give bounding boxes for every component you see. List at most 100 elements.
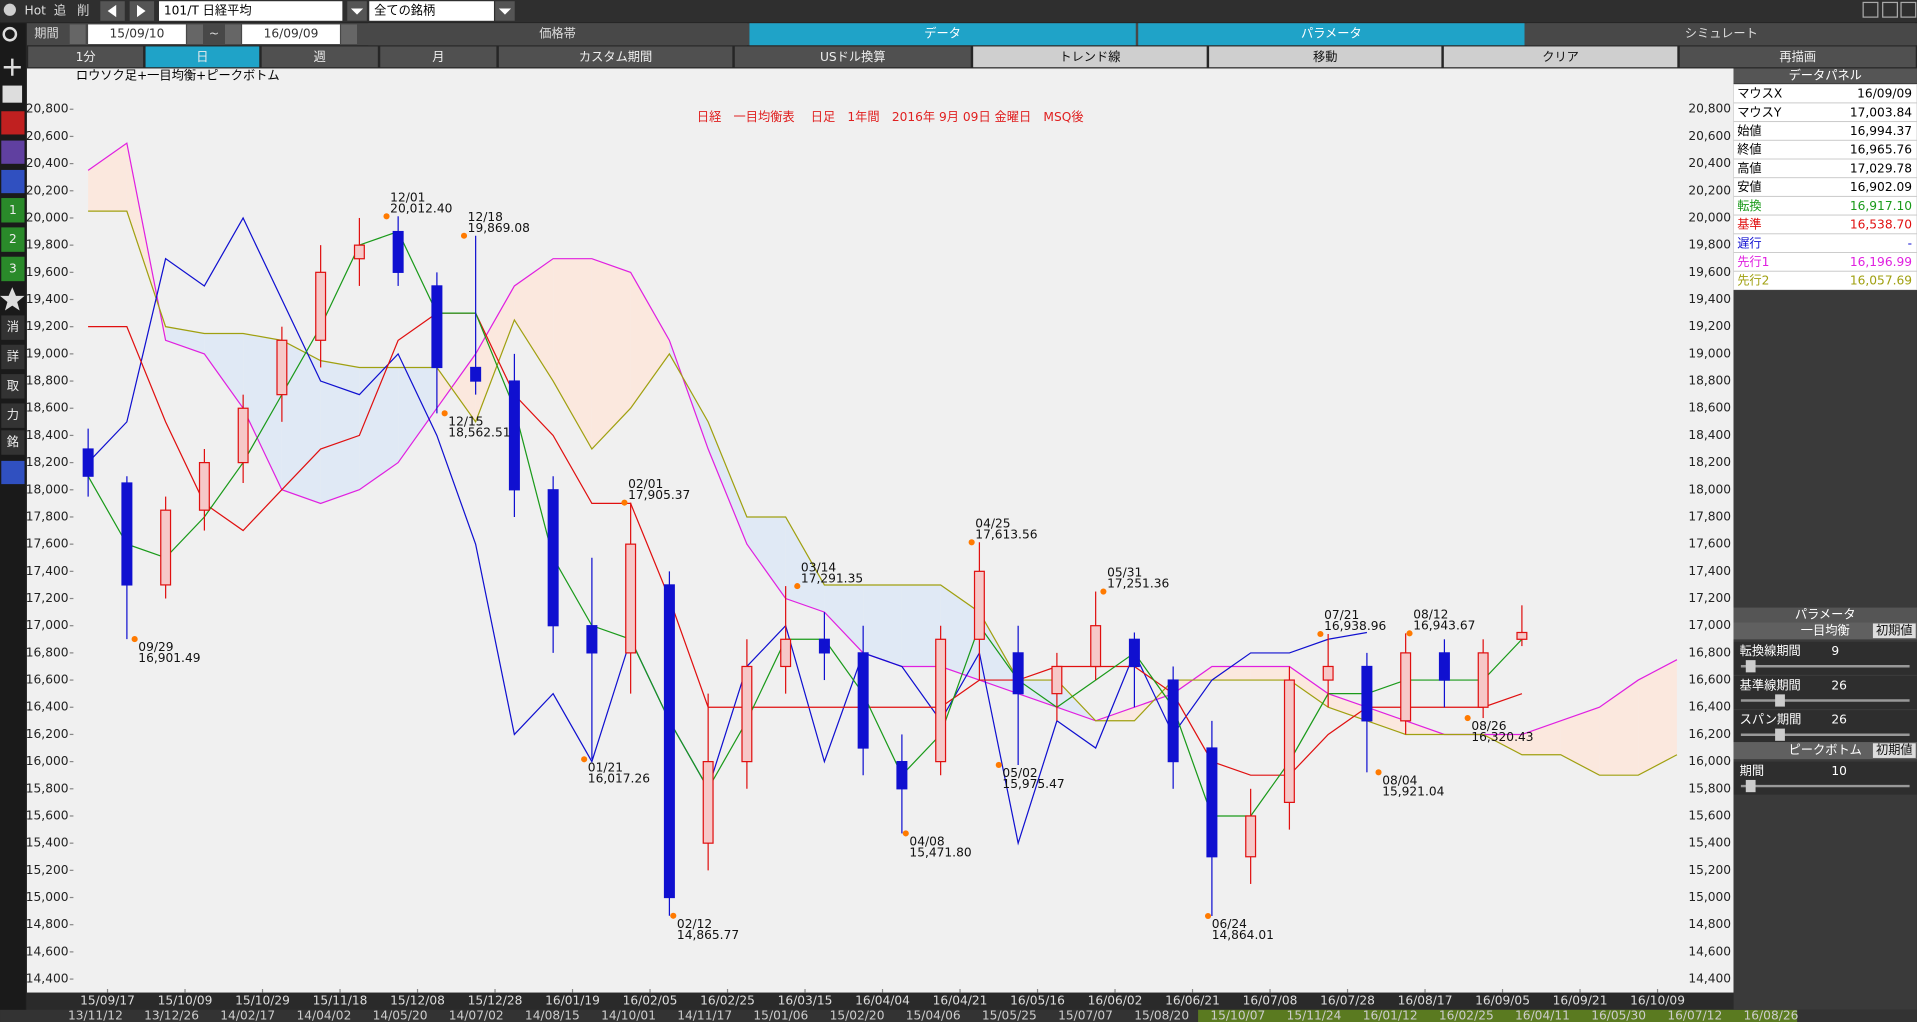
scroll-date: 16/02/25 [1439, 1008, 1494, 1022]
indicator-icon[interactable] [1, 140, 25, 164]
y-tick-label-right: 17,800 [1688, 509, 1731, 523]
toolbar-button[interactable] [1209, 46, 1442, 68]
y-tick-label-right: 17,000 [1688, 618, 1731, 632]
to-next[interactable] [341, 24, 358, 45]
param-label: 期間 [1740, 764, 1764, 778]
cloud [359, 367, 399, 490]
toolbar-button-label: 移動 [1313, 50, 1337, 64]
settings-icon[interactable] [1, 460, 25, 485]
bulb-icon[interactable] [3, 3, 16, 16]
side-button[interactable] [1, 344, 25, 370]
tab[interactable] [749, 23, 1136, 46]
tab[interactable] [1138, 23, 1525, 46]
universe-text: 全ての銘柄 [374, 3, 435, 18]
cloud [824, 584, 864, 653]
panel-row-label: 基準 [1737, 217, 1761, 232]
universe-box[interactable] [369, 1, 494, 21]
side-button[interactable] [1, 227, 25, 252]
cloud [88, 143, 127, 212]
minimize-button[interactable] [1862, 1, 1879, 18]
panel-row-label: 安値 [1737, 179, 1761, 194]
x-tick-label: 16/07/08 [1243, 994, 1298, 1008]
side-button[interactable] [1, 315, 25, 340]
x-tick-label: 16/04/21 [933, 994, 988, 1008]
toolbar-button[interactable] [1679, 46, 1916, 68]
ichimoku-line [88, 312, 1523, 776]
y-tick-label: 19,200 [26, 319, 69, 333]
toolbar-button-label: 再描画 [1779, 50, 1816, 64]
cloud [940, 584, 980, 681]
slider-thumb[interactable] [1775, 694, 1785, 707]
cloud [746, 516, 786, 599]
maximize-button[interactable] [1882, 1, 1898, 18]
peak-marker [995, 761, 1002, 769]
search-icon[interactable] [2, 26, 18, 42]
cloud [398, 367, 437, 463]
peak-value: 19,869.08 [468, 221, 530, 235]
side-button[interactable] [1, 430, 25, 455]
side-button[interactable] [1, 374, 25, 399]
crosshair-icon[interactable] [3, 58, 21, 76]
peak-date: 09/29 [138, 640, 173, 654]
flag-icon[interactable] [1, 169, 25, 194]
x-tick-label: 16/02/25 [700, 994, 755, 1008]
y-tick-label-right: 15,600 [1688, 808, 1731, 822]
peak-marker [460, 232, 468, 239]
camera-icon[interactable] [2, 85, 23, 103]
toolbar-button[interactable] [973, 46, 1207, 68]
slider-thumb[interactable] [1775, 728, 1785, 741]
delete-button[interactable]: 削 [77, 4, 89, 18]
toolbar-button[interactable] [145, 46, 260, 68]
y-tick-label-right: 19,400 [1688, 292, 1731, 306]
tab[interactable] [368, 23, 748, 46]
param-section [1733, 742, 1917, 760]
slider-thumb[interactable] [1745, 660, 1756, 673]
toolbar-button[interactable] [380, 46, 497, 68]
chart-icon[interactable] [1, 111, 25, 135]
reset-button[interactable] [1872, 623, 1916, 639]
from-next[interactable] [187, 24, 204, 45]
toolbar-button[interactable] [1443, 46, 1678, 68]
side-button[interactable] [1, 256, 25, 282]
panel-row-label: 先行2 [1737, 274, 1769, 288]
param-row [1733, 710, 1917, 744]
peak-date: 12/18 [468, 210, 503, 224]
toolbar-button[interactable] [261, 46, 378, 68]
side-button[interactable] [1, 198, 25, 223]
cloud [630, 272, 670, 409]
panel-row-value: 17,029.78 [1850, 161, 1912, 175]
side-button[interactable] [1, 403, 25, 428]
from-box[interactable] [88, 24, 186, 45]
star-icon[interactable] [0, 287, 25, 311]
candle-body [1438, 652, 1450, 681]
hot-button[interactable]: Hot [25, 4, 47, 18]
cloud [1250, 666, 1290, 681]
candle-body [896, 760, 908, 790]
toolbar-button[interactable] [734, 46, 971, 68]
from-prev[interactable] [69, 24, 86, 45]
to-prev[interactable] [225, 24, 241, 45]
y-tick-label: 17,200 [26, 591, 69, 605]
slider-thumb[interactable] [1745, 779, 1756, 793]
symbol-box[interactable] [158, 1, 343, 21]
candle-body [1400, 652, 1412, 722]
close-button[interactable] [1900, 1, 1917, 18]
ichimoku-line [87, 230, 1523, 817]
scroll-thumb[interactable] [1198, 1009, 1798, 1022]
peak-date: 05/02 [1002, 766, 1037, 780]
peak-date: 08/12 [1413, 608, 1448, 622]
param-title: パラメータ [1795, 607, 1856, 621]
reset-label: 初期値 [1876, 622, 1913, 637]
toolbar-button[interactable] [498, 46, 733, 68]
param-row [1733, 676, 1917, 710]
peak-date: 08/04 [1382, 773, 1417, 787]
reset-button[interactable] [1872, 743, 1916, 758]
to-box[interactable] [242, 24, 340, 45]
y-tick-label: 19,600 [26, 265, 69, 279]
peak-date: 03/14 [801, 560, 836, 574]
toolbar-button[interactable] [28, 46, 144, 68]
peak-date: 05/31 [1107, 566, 1142, 580]
tab[interactable] [1526, 23, 1916, 46]
add-button[interactable]: 追 [54, 3, 66, 18]
